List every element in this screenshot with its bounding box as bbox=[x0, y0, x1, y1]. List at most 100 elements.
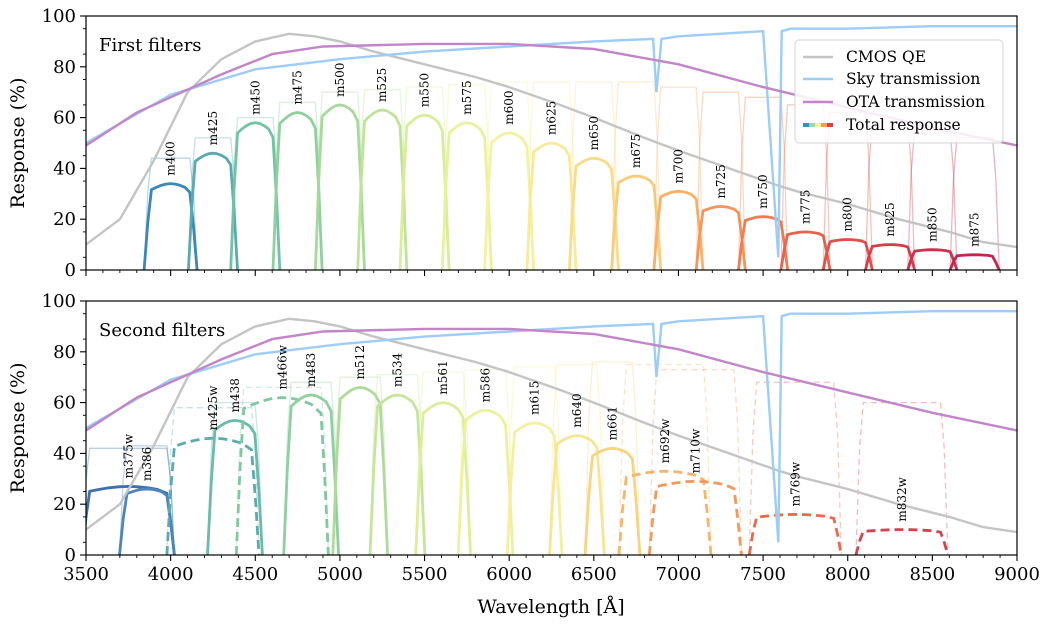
filter-label-m832w: m832w bbox=[895, 476, 909, 521]
filter-label-m692w: m692w bbox=[658, 418, 672, 463]
legend-label-total: Total response bbox=[846, 116, 961, 134]
filter-band-m640 bbox=[548, 363, 605, 555]
filter-band-m692w bbox=[618, 363, 712, 555]
legend-box bbox=[794, 39, 1004, 144]
filter-band-m483 bbox=[283, 381, 340, 555]
y-tick-label: 100 bbox=[42, 291, 76, 312]
total-response-m769w bbox=[747, 513, 843, 555]
filter-label-m675: m675 bbox=[629, 134, 643, 168]
total-response-m710w bbox=[647, 479, 743, 555]
y-tick-label: 0 bbox=[65, 260, 76, 281]
total-response-m375w bbox=[86, 484, 176, 555]
filter-label-m386: m386 bbox=[140, 447, 154, 481]
total-response-m466w bbox=[234, 396, 330, 555]
filter-label-m483: m483 bbox=[304, 353, 318, 387]
filter-label-m725: m725 bbox=[714, 164, 728, 198]
filter-band-m710w bbox=[648, 368, 743, 555]
filter-band-m650 bbox=[568, 81, 620, 270]
filter-label-m512: m512 bbox=[353, 345, 367, 379]
filter-label-m438: m438 bbox=[228, 378, 242, 412]
bottom-filter-labels: m375w m386 m425w m438 m466w m483 m512 m534 m561 m… bbox=[121, 344, 909, 521]
y-tick-label: 60 bbox=[53, 108, 76, 129]
filter-label-m586: m586 bbox=[479, 368, 493, 402]
total-response-m725 bbox=[694, 205, 747, 270]
filter-band-m625 bbox=[526, 81, 577, 270]
y-tick-label: 0 bbox=[65, 545, 76, 566]
total-response-m825 bbox=[864, 243, 916, 270]
filter-label-m466w: m466w bbox=[275, 344, 289, 389]
filter-label-m710w: m710w bbox=[688, 428, 702, 473]
filter-band-m700 bbox=[653, 86, 704, 270]
top-filter-labels: m400 m425 m450 m475 m500 m525 m550 m575 m600 m625… bbox=[164, 63, 982, 247]
y-tick-label: 40 bbox=[53, 158, 76, 179]
filter-label-m475: m475 bbox=[291, 70, 305, 104]
bottom-panel: m375w m386 m425w m438 m466w m483 m512 m534 m561 m… bbox=[7, 291, 1040, 618]
total-response-m575 bbox=[440, 121, 493, 270]
total-response-m700 bbox=[652, 189, 705, 270]
filter-band-m575 bbox=[441, 83, 493, 270]
y-tick-label: 20 bbox=[53, 494, 76, 515]
filter-label-m400: m400 bbox=[164, 141, 178, 175]
legend-label-sky: Sky transmission bbox=[846, 70, 980, 88]
filter-band-m750 bbox=[737, 96, 789, 270]
ota-transmission-curve bbox=[86, 327, 1017, 432]
filter-label-m425: m425 bbox=[206, 111, 220, 145]
bottom-panel-title: Second filters bbox=[99, 320, 225, 341]
total-response-m832w bbox=[854, 528, 950, 555]
filter-label-m561: m561 bbox=[436, 360, 450, 394]
x-tick-label: 9000 bbox=[994, 564, 1040, 585]
x-tick-label: 8000 bbox=[825, 564, 871, 585]
bottom-y-axis-label: Response (%) bbox=[7, 362, 29, 493]
filter-band-m875 bbox=[949, 137, 1000, 270]
y-tick-label: 40 bbox=[53, 443, 76, 464]
x-tick-label: 6500 bbox=[571, 564, 617, 585]
filter-band-m586 bbox=[457, 368, 514, 555]
x-tick-label: 6000 bbox=[486, 564, 532, 585]
filter-label-m850: m850 bbox=[925, 207, 939, 241]
filter-label-m575: m575 bbox=[460, 80, 474, 114]
filter-label-m825: m825 bbox=[883, 202, 897, 236]
total-response-m550 bbox=[398, 113, 451, 270]
total-response-m661 bbox=[583, 446, 642, 555]
filter-label-m425w: m425w bbox=[206, 385, 220, 430]
total-response-m525 bbox=[356, 108, 409, 270]
filter-band-m561 bbox=[415, 371, 472, 555]
filter-label-m500: m500 bbox=[333, 63, 347, 97]
x-tick-label: 5000 bbox=[317, 564, 363, 585]
filter-label-m775: m775 bbox=[798, 190, 812, 224]
total-response-m875 bbox=[948, 253, 1001, 270]
filter-label-m800: m800 bbox=[841, 197, 855, 231]
filter-band-m725 bbox=[695, 91, 746, 270]
filter-label-m700: m700 bbox=[672, 149, 686, 183]
total-response-m640 bbox=[548, 434, 606, 555]
filter-label-m640: m640 bbox=[570, 393, 584, 427]
bottom-plot-area bbox=[86, 310, 1017, 555]
total-response-m561 bbox=[414, 401, 472, 555]
filter-band-m438 bbox=[206, 401, 264, 555]
y-tick-label: 60 bbox=[53, 393, 76, 414]
filter-band-m600 bbox=[483, 81, 535, 270]
filter-band-m425w bbox=[166, 407, 260, 555]
filter-label-m550: m550 bbox=[418, 73, 432, 107]
total-response-m586 bbox=[456, 408, 515, 555]
y-tick-label: 20 bbox=[53, 209, 76, 230]
bottom-axes-frame bbox=[85, 300, 1018, 556]
total-response-m650 bbox=[567, 156, 620, 270]
total-response-m400 bbox=[142, 182, 199, 270]
filter-band-m661 bbox=[584, 361, 641, 555]
x-axis-label: Wavelength [Å] bbox=[477, 596, 624, 618]
top-y-axis-label: Response (%) bbox=[7, 77, 29, 208]
total-response-m800 bbox=[821, 238, 874, 270]
filter-band-m675 bbox=[610, 81, 662, 270]
total-response-m534 bbox=[368, 393, 427, 555]
x-tick-label: 4500 bbox=[232, 564, 278, 585]
total-response-m675 bbox=[610, 174, 663, 270]
filter-label-m875: m875 bbox=[968, 213, 982, 247]
top-panel: m400 m425 m450 m475 m500 m525 m550 m575 m600 m625… bbox=[7, 6, 1018, 281]
filter-label-m450: m450 bbox=[248, 80, 262, 114]
filter-label-m625: m625 bbox=[545, 101, 559, 135]
total-response-m850 bbox=[906, 248, 959, 270]
total-response-m483 bbox=[282, 393, 340, 555]
total-response-m625 bbox=[525, 141, 578, 270]
